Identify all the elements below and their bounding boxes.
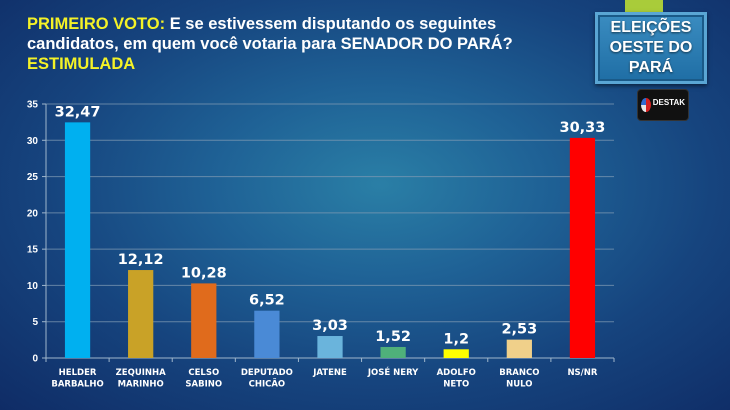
x-tick-label: SABINO — [185, 380, 222, 390]
bar — [64, 122, 91, 359]
chart-title: PRIMEIRO VOTO: E se estivessem disputand… — [27, 14, 587, 74]
x-tick-label: NS/NR — [567, 368, 597, 378]
bar — [128, 270, 154, 358]
title-line3: ESTIMULADA — [27, 55, 136, 73]
badge-line3: PARÁ — [628, 59, 674, 76]
bar — [254, 310, 280, 358]
title-prefix: PRIMEIRO VOTO: — [27, 15, 166, 33]
x-tick-label: NETO — [443, 380, 469, 390]
bar — [569, 137, 596, 358]
bar — [191, 283, 217, 358]
logo-text: DESTAK — [652, 98, 685, 107]
x-tick-label: JATENE — [312, 368, 347, 378]
x-tick-label: ADOLFO — [437, 368, 476, 378]
data-label: 32,47 — [55, 104, 101, 120]
bar — [506, 339, 532, 358]
x-tick-label: NULO — [506, 380, 532, 390]
x-tick-label: ZEQUINHA — [116, 368, 166, 378]
badge-line1: ELEIÇÕES — [610, 19, 692, 36]
y-tick-label: 25 — [27, 172, 39, 183]
y-tick-label: 5 — [32, 317, 38, 328]
data-label: 10,28 — [181, 265, 227, 281]
x-tick-label: CELSO — [188, 368, 219, 378]
bar — [317, 336, 343, 358]
x-tick-label: DEPUTADO — [241, 368, 293, 378]
data-label: 30,33 — [560, 120, 606, 136]
x-tick-label: MARINHO — [118, 380, 164, 390]
data-label: 12,12 — [118, 252, 164, 268]
data-label: 2,53 — [501, 322, 537, 338]
destak-logo-icon — [641, 98, 651, 112]
data-label: 6,52 — [249, 293, 285, 309]
x-tick-label: CHICÃO — [249, 379, 286, 390]
x-tick-label: BARBALHO — [51, 380, 103, 390]
data-label: 1,52 — [375, 329, 411, 345]
destak-logo: DESTAK — [637, 89, 689, 121]
x-tick-label: BRANCO — [499, 368, 539, 378]
x-tick-label: HELDER — [59, 368, 97, 378]
elections-badge: ELEIÇÕES OESTE DO PARÁ — [595, 12, 707, 84]
bar — [443, 349, 469, 358]
data-label: 3,03 — [312, 318, 348, 334]
bar — [380, 346, 406, 358]
y-tick-label: 0 — [32, 354, 38, 365]
y-tick-label: 35 — [27, 100, 39, 111]
title-line1: E se estivessem disputando os seguintes — [165, 15, 497, 33]
y-tick-label: 10 — [27, 281, 39, 292]
data-label: 1,2 — [443, 331, 469, 347]
y-tick-label: 20 — [27, 208, 39, 219]
badge-tab-decoration — [625, 0, 663, 12]
y-tick-label: 15 — [27, 245, 39, 256]
title-line2: candidatos, em quem você votaria para SE… — [27, 35, 513, 53]
badge-line2: OESTE DO — [609, 39, 693, 56]
y-tick-label: 30 — [27, 136, 39, 147]
x-tick-label: JOSÉ NERY — [367, 366, 419, 378]
